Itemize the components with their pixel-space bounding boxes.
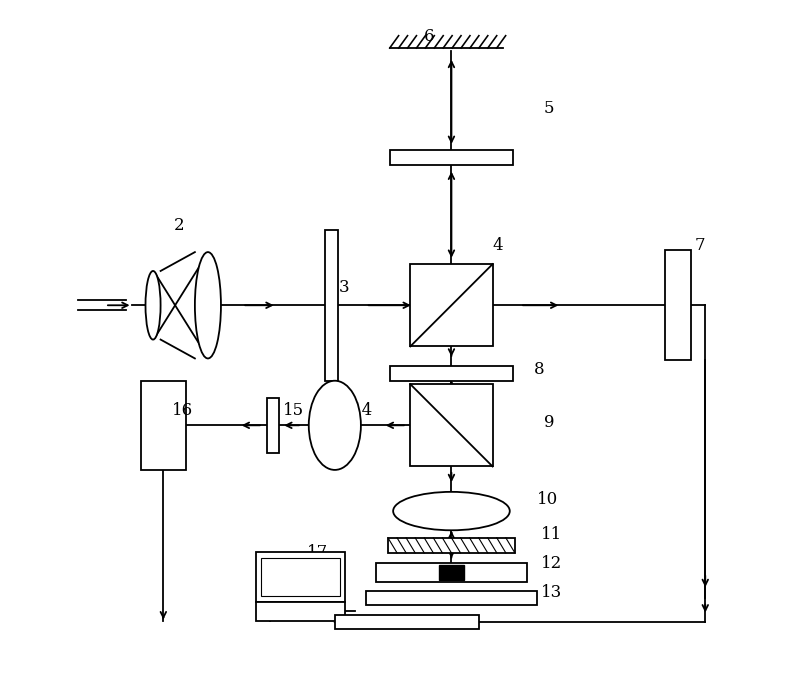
Text: 3: 3 bbox=[338, 279, 349, 296]
Text: 11: 11 bbox=[541, 525, 562, 543]
Ellipse shape bbox=[393, 492, 510, 530]
Bar bbox=[665, 250, 691, 360]
Text: 12: 12 bbox=[541, 555, 562, 572]
Text: 15: 15 bbox=[283, 402, 305, 419]
Ellipse shape bbox=[195, 252, 221, 358]
Text: 2: 2 bbox=[174, 217, 184, 234]
Text: 7: 7 bbox=[695, 237, 706, 255]
Text: 4: 4 bbox=[493, 237, 503, 255]
Bar bbox=[366, 591, 538, 605]
Ellipse shape bbox=[309, 381, 361, 470]
Text: 8: 8 bbox=[534, 361, 544, 378]
Text: 5: 5 bbox=[544, 100, 554, 117]
Text: 13: 13 bbox=[541, 584, 562, 601]
Bar bbox=[256, 552, 345, 602]
Bar bbox=[390, 150, 513, 165]
Bar bbox=[141, 381, 186, 470]
Ellipse shape bbox=[146, 271, 161, 340]
Bar bbox=[410, 264, 493, 346]
Bar bbox=[256, 602, 345, 621]
Bar bbox=[262, 558, 340, 596]
Bar bbox=[376, 563, 527, 582]
Text: 16: 16 bbox=[172, 402, 194, 419]
Bar bbox=[388, 538, 515, 553]
Bar bbox=[410, 384, 493, 466]
Bar bbox=[439, 565, 464, 580]
Text: 14: 14 bbox=[352, 402, 374, 419]
Bar bbox=[335, 615, 479, 629]
Bar bbox=[267, 398, 279, 453]
Bar bbox=[326, 230, 338, 381]
Bar bbox=[390, 366, 513, 381]
Text: 17: 17 bbox=[307, 544, 329, 561]
Text: 10: 10 bbox=[537, 491, 558, 508]
Text: 6: 6 bbox=[424, 28, 434, 45]
Text: 9: 9 bbox=[544, 414, 554, 431]
